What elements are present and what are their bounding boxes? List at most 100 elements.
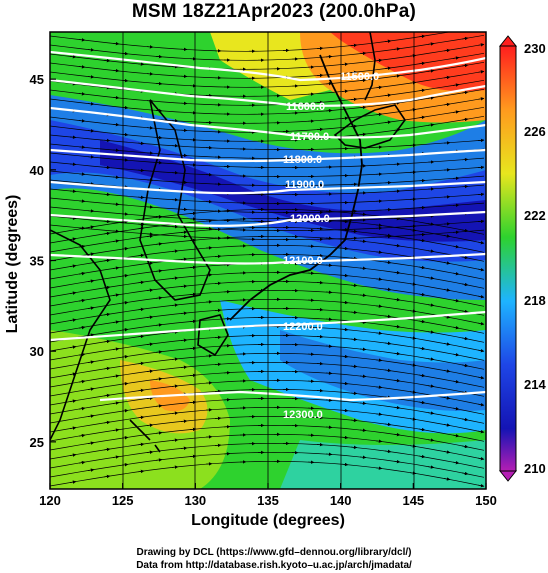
contour-line (50, 50, 486, 82)
streamline-arrow (359, 105, 367, 110)
contour-label: 11500.0 (340, 71, 379, 83)
streamline-arrow (69, 399, 77, 403)
streamline-arrow (375, 358, 383, 362)
streamline-arrow (359, 293, 367, 298)
streamline-arrow (461, 228, 469, 233)
streamline-arrow (112, 347, 120, 351)
streamline-arrow (137, 307, 145, 312)
streamline-arrow (427, 303, 435, 307)
streamline-arrow (69, 480, 77, 484)
streamline-arrow (103, 366, 111, 371)
streamline-arrow (443, 342, 451, 346)
streamline-arrow (375, 385, 383, 389)
streamline-arrow (393, 216, 401, 221)
streamline-arrow (155, 350, 163, 354)
streamline-arrow (103, 447, 111, 452)
streamline-arrow (409, 471, 417, 475)
streamline-arrow (171, 438, 179, 442)
streamline (50, 334, 485, 361)
streamline-arrow (359, 347, 367, 352)
streamline-arrow (393, 405, 401, 410)
coastline-japan (229, 54, 363, 321)
streamline-arrow (443, 261, 451, 265)
x-tick-label: 120 (39, 493, 61, 508)
streamline-arrow (155, 296, 163, 300)
streamline-arrow (103, 258, 111, 263)
streamline-arrow (87, 468, 95, 472)
streamline-arrow (112, 175, 120, 179)
streamline-arrow (477, 165, 485, 170)
streamline-arrow (350, 283, 358, 288)
streamline-arrow (325, 425, 333, 429)
streamline-arrow (180, 338, 188, 342)
streamline-arrow (350, 310, 358, 315)
streamline-arrow (384, 287, 392, 292)
streamline-arrow (180, 311, 188, 315)
streamline-arrow (325, 290, 333, 294)
streamline-arrow (341, 246, 349, 251)
coastline-hokkaido (333, 104, 406, 149)
streamline-arrow (384, 39, 392, 43)
colorbar-label: 230 (524, 41, 546, 56)
streamline-arrow (112, 320, 120, 324)
streamline-arrow (452, 433, 460, 438)
streamline-arrow (171, 249, 179, 253)
streamline-arrow (137, 361, 145, 366)
streamline-arrow (477, 70, 485, 74)
streamline-arrow (87, 414, 95, 418)
streamline (50, 388, 485, 415)
streamline-arrow (452, 406, 460, 411)
streamline-arrow (452, 298, 460, 303)
y-axis-title: Latitude (degrees) (4, 194, 21, 334)
colorbar-label: 214 (524, 377, 546, 392)
streamline-arrow (87, 387, 95, 391)
streamline-arrow (155, 54, 163, 59)
streamline-arrow (78, 460, 86, 465)
streamline-arrow (112, 293, 120, 297)
streamline-arrow (427, 276, 435, 280)
contour-label: 11800.0 (283, 154, 322, 166)
x-tick-label: 135 (257, 493, 279, 508)
streamline-arrow (341, 62, 349, 66)
streamline-arrow (461, 363, 469, 368)
streamline-arrow (146, 234, 154, 238)
streamline-arrow (418, 373, 426, 378)
streamline-arrow (461, 471, 469, 476)
contour-line (50, 106, 486, 139)
streamline-arrow (427, 222, 435, 226)
streamline-arrow (87, 441, 95, 445)
streamline (50, 79, 485, 106)
streamline-arrow (69, 426, 77, 430)
streamline-arrow (146, 396, 154, 400)
streamline-arrow (112, 229, 120, 233)
streamline-arrow (461, 444, 469, 449)
x-tick-label: 145 (402, 493, 424, 508)
streamline-arrow (393, 432, 401, 437)
streamline-arrow (427, 69, 435, 73)
streamline-arrow (155, 81, 163, 86)
streamline-arrow (427, 384, 435, 388)
streamline-arrow (477, 321, 485, 326)
streamline-arrow (78, 172, 86, 176)
streamline-arrow (103, 312, 111, 317)
streamline-arrow (477, 429, 485, 434)
streamline-arrow (78, 379, 86, 384)
streamline-arrow (325, 371, 333, 375)
streamline-arrow (146, 151, 154, 155)
streamline-arrow (427, 123, 435, 127)
streamline-arrow (87, 209, 95, 213)
streamline-arrow (341, 462, 349, 467)
streamline-arrow (393, 101, 401, 105)
streamline-arrow (325, 398, 333, 402)
streamline-arrow (452, 83, 460, 87)
streamline-arrow (359, 374, 367, 379)
streamline-arrow (325, 344, 333, 348)
streamline-arrow (325, 236, 333, 240)
contour-label: 11700.0 (290, 131, 329, 143)
streamline-arrow (78, 38, 86, 42)
contour-label: 12000.0 (290, 213, 330, 225)
streamline-arrow (180, 419, 188, 423)
streamline-arrow (137, 415, 145, 420)
streamline-arrow (409, 444, 417, 448)
streamline-arrow (443, 75, 451, 80)
